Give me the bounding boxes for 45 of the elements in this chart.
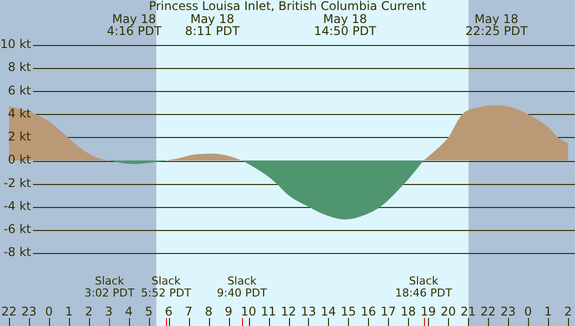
y-tick-label: -8 kt — [4, 245, 32, 260]
text: Slack 18:46 PDT — [395, 274, 452, 300]
text: May 18 8:11 PDT — [185, 12, 240, 38]
x-tick-label: 23 — [21, 304, 37, 318]
x-tick-label: 7 — [184, 304, 192, 318]
x-tick-label: 16 — [360, 304, 376, 318]
x-tick-label: 13 — [300, 304, 316, 318]
x-tick-label: 2 — [85, 304, 93, 318]
x-tick-label: 22 — [1, 304, 17, 318]
text: May 18 14:50 PDT — [314, 12, 377, 38]
x-tick-label: 8 — [204, 304, 212, 318]
x-tick-label: 17 — [380, 304, 396, 318]
text: Slack 3:02 PDT — [84, 274, 135, 300]
x-tick-label: 10 — [240, 304, 256, 318]
y-tick-label: 8 kt — [8, 60, 32, 74]
text: Slack 9:40 PDT — [216, 274, 268, 300]
chart-title: Princess Louisa Inlet, British Columbia Current — [148, 0, 426, 14]
x-tick-label: 19 — [420, 304, 436, 318]
y-tick-label: -4 kt — [4, 198, 32, 213]
x-tick-label: 21 — [460, 304, 476, 318]
x-tick-label: 20 — [440, 304, 456, 318]
y-tick-label: -6 kt — [4, 222, 32, 236]
x-tick-label: 5 — [144, 304, 153, 318]
x-tick-label: 0 — [45, 304, 53, 318]
x-tick-label: 1 — [65, 304, 73, 318]
x-tick-label: 11 — [260, 304, 276, 318]
x-tick-label: 14 — [320, 304, 336, 318]
x-tick-label: 1 — [544, 304, 552, 318]
y-tick-label: -2 kt — [4, 176, 32, 190]
text: May 18 22:25 PDT — [465, 12, 528, 38]
x-tick-label: 12 — [280, 304, 296, 318]
x-tick-label: 15 — [340, 304, 356, 318]
x-tick-label: 4 — [124, 304, 133, 318]
text: Slack 5:52 PDT — [141, 274, 192, 300]
x-tick-label: 23 — [500, 304, 516, 318]
x-tick-label: 6 — [164, 304, 173, 318]
x-tick-label: 0 — [524, 304, 532, 318]
text: May 18 4:16 PDT — [106, 12, 162, 38]
y-tick-label: 6 kt — [8, 83, 32, 98]
x-tick-label: 3 — [105, 304, 113, 318]
x-tick-label: 9 — [224, 304, 232, 318]
x-tick-label: 2 — [564, 304, 572, 318]
x-tick-label: 18 — [400, 304, 416, 318]
x-tick-label: 22 — [480, 304, 496, 318]
y-tick-label: 10 kt — [0, 37, 32, 52]
